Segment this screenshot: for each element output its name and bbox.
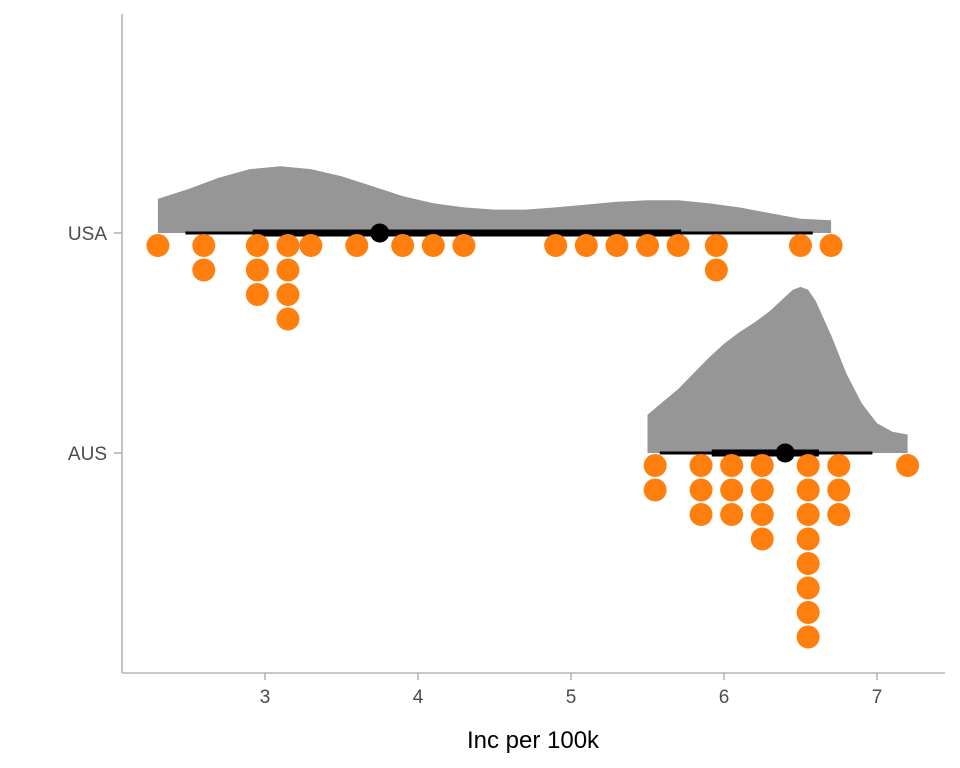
density-usa — [157, 166, 832, 233]
x-tick-label-6: 6 — [719, 687, 730, 708]
data-point-aus — [643, 478, 667, 502]
data-point-usa — [574, 234, 598, 257]
data-point-aus — [689, 454, 713, 477]
points-layer — [146, 234, 920, 649]
data-point-usa — [391, 234, 415, 257]
data-point-usa — [276, 307, 300, 331]
data-point-usa — [245, 283, 269, 306]
x-tick-label-4: 4 — [413, 687, 424, 708]
data-point-usa — [276, 258, 300, 282]
data-point-aus — [827, 454, 851, 477]
data-point-aus — [796, 527, 820, 551]
data-point-aus — [750, 454, 774, 477]
median-point-usa — [370, 223, 390, 243]
data-point-usa — [819, 234, 843, 257]
x-axis-ticks: 3 4 5 6 7 — [260, 673, 883, 708]
x-tick-label-3: 3 — [260, 687, 271, 708]
axes — [121, 14, 945, 674]
data-point-aus — [827, 503, 851, 526]
x-tick-label-5: 5 — [566, 687, 577, 708]
y-tick-label-aus: AUS — [68, 444, 107, 465]
data-point-aus — [827, 478, 851, 502]
summary-layer — [185, 223, 873, 463]
density-aus — [647, 286, 908, 453]
data-point-usa — [544, 234, 568, 257]
density-layer — [157, 166, 908, 453]
data-point-aus — [796, 625, 820, 649]
data-point-aus — [750, 503, 774, 526]
data-point-aus — [750, 527, 774, 551]
data-point-usa — [245, 234, 269, 257]
data-point-usa — [345, 234, 369, 257]
data-point-aus — [796, 552, 820, 575]
data-point-usa — [245, 258, 269, 282]
data-point-aus — [643, 454, 667, 477]
data-point-aus — [796, 454, 820, 477]
data-point-aus — [689, 503, 713, 526]
data-point-usa — [704, 234, 728, 257]
x-tick-label-7: 7 — [872, 687, 883, 708]
data-point-usa — [789, 234, 812, 257]
data-point-aus — [796, 576, 820, 600]
data-point-aus — [750, 478, 774, 502]
data-point-usa — [299, 234, 323, 257]
data-point-usa — [192, 234, 216, 257]
data-point-usa — [421, 234, 445, 257]
x-axis-title: Inc per 100k — [467, 727, 600, 754]
data-point-usa — [276, 234, 300, 257]
data-point-aus — [896, 454, 920, 477]
data-point-usa — [146, 234, 170, 257]
data-point-aus — [720, 503, 744, 526]
y-tick-label-usa: USA — [68, 224, 107, 245]
data-point-usa — [452, 234, 476, 257]
median-point-aus — [775, 443, 795, 463]
data-point-aus — [720, 454, 744, 477]
data-point-usa — [666, 234, 690, 257]
data-point-aus — [720, 478, 744, 502]
data-point-usa — [276, 283, 300, 306]
data-point-aus — [796, 601, 820, 624]
data-point-usa — [192, 258, 216, 282]
y-axis-ticks: USA AUS — [68, 224, 122, 465]
data-point-usa — [605, 234, 629, 257]
data-point-aus — [796, 503, 820, 526]
data-point-usa — [704, 258, 728, 282]
data-point-usa — [636, 234, 659, 257]
data-point-aus — [796, 478, 820, 502]
data-point-aus — [689, 478, 713, 502]
